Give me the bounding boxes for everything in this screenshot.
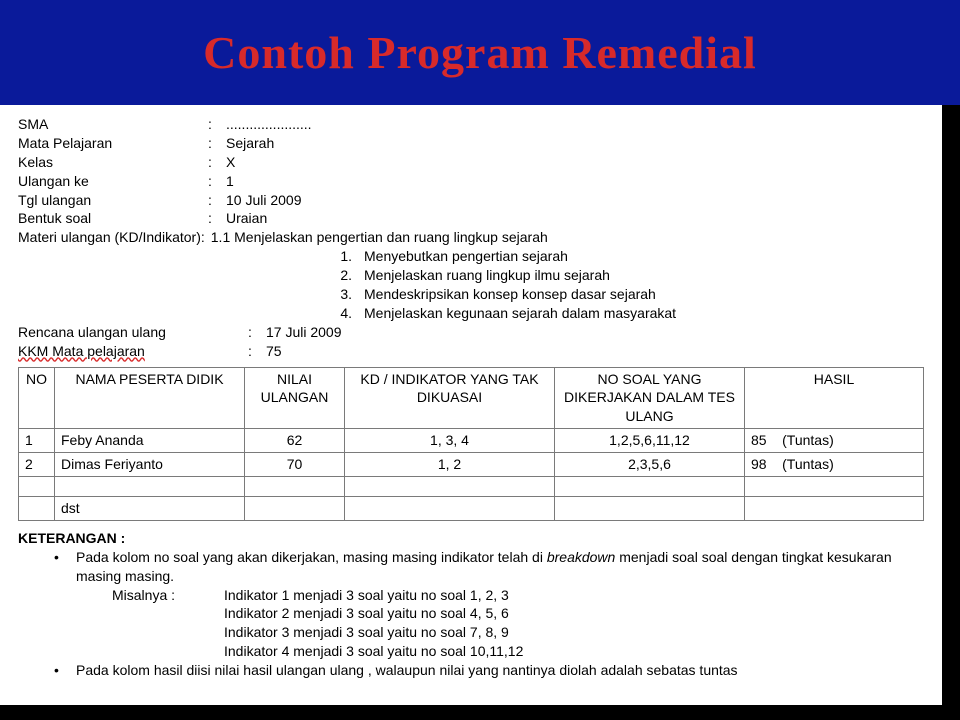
info-label: Mata Pelajaran bbox=[18, 134, 208, 153]
cell-nilai: 62 bbox=[245, 429, 345, 453]
info-row: Bentuk soal : Uraian bbox=[18, 209, 924, 228]
materi-list: 1. Menyebutkan pengertian sejarah 2. Menje… bbox=[326, 247, 924, 323]
list-num: 4. bbox=[326, 304, 352, 323]
info-label: Rencana ulangan ulang bbox=[18, 323, 248, 342]
info-value: ...................... bbox=[226, 115, 924, 134]
document-body: SMA : ...................... Mata Pelaja… bbox=[0, 105, 942, 705]
page-title: Contoh Program Remedial bbox=[203, 26, 757, 79]
keterangan-title: KETERANGAN : bbox=[18, 529, 924, 548]
bullet-text: Pada kolom hasil diisi nilai hasil ulang… bbox=[76, 661, 924, 680]
list-num: 2. bbox=[326, 266, 352, 285]
indikator-line: Indikator 3 menjadi 3 soal yaitu no soal… bbox=[224, 623, 924, 642]
info-row: Rencana ulangan ulang : 17 Juli 2009 bbox=[18, 323, 924, 342]
info-value: Sejarah bbox=[226, 134, 924, 153]
info-value: 1 bbox=[226, 172, 924, 191]
list-item: 3. Mendeskripsikan konsep konsep dasar se… bbox=[326, 285, 924, 304]
title-bar: Contoh Program Remedial bbox=[0, 0, 960, 105]
th-soal: NO SOAL YANG DIKERJAKAN DALAM TES ULANG bbox=[555, 367, 745, 429]
cell-dst: dst bbox=[55, 497, 245, 521]
th-nilai: NILAI ULANGAN bbox=[245, 367, 345, 429]
cell-nama: Feby Ananda bbox=[55, 429, 245, 453]
remedial-table: NO NAMA PESERTA DIDIK NILAI ULANGAN KD /… bbox=[18, 367, 924, 521]
info-value: 17 Juli 2009 bbox=[266, 323, 342, 342]
colon: : bbox=[208, 191, 226, 210]
info-label: Ulangan ke bbox=[18, 172, 208, 191]
list-text: Menyebutkan pengertian sejarah bbox=[364, 247, 568, 266]
cell-no: 1 bbox=[19, 429, 55, 453]
bullet-icon: • bbox=[54, 548, 76, 586]
bullet-item: • Pada kolom hasil diisi nilai hasil ula… bbox=[54, 661, 924, 680]
info-row: Ulangan ke : 1 bbox=[18, 172, 924, 191]
list-item: 4. Menjelaskan kegunaan sejarah dalam mas… bbox=[326, 304, 924, 323]
bullet-icon: • bbox=[54, 661, 76, 680]
cell-kd: 1, 3, 4 bbox=[345, 429, 555, 453]
info-row: Mata Pelajaran : Sejarah bbox=[18, 134, 924, 153]
cell-nilai: 70 bbox=[245, 453, 345, 477]
bullet-pre: Pada kolom hasil diisi nilai hasil ulang… bbox=[76, 662, 738, 678]
cell-soal: 2,3,5,6 bbox=[555, 453, 745, 477]
colon: : bbox=[208, 172, 226, 191]
misal-label: Misalnya : bbox=[112, 586, 224, 605]
colon: : bbox=[248, 342, 266, 361]
misal-row: Misalnya : Indikator 1 menjadi 3 soal ya… bbox=[112, 586, 924, 605]
info-value: 10 Juli 2009 bbox=[226, 191, 924, 210]
table-row-empty bbox=[19, 477, 924, 497]
colon: : bbox=[208, 115, 226, 134]
list-text: Menjelaskan ruang lingkup ilmu sejarah bbox=[364, 266, 610, 285]
table-row: 2 Dimas Feriyanto 70 1, 2 2,3,5,6 98 (Tu… bbox=[19, 453, 924, 477]
info-label: Bentuk soal bbox=[18, 209, 208, 228]
th-hasil: HASIL bbox=[745, 367, 924, 429]
colon: : bbox=[208, 134, 226, 153]
list-num: 3. bbox=[326, 285, 352, 304]
materi-label: Materi ulangan (KD/Indikator): bbox=[18, 228, 205, 247]
bullet-pre: Pada kolom no soal yang akan dikerjakan,… bbox=[76, 549, 547, 565]
info-value: 75 bbox=[266, 342, 282, 361]
list-text: Menjelaskan kegunaan sejarah dalam masya… bbox=[364, 304, 676, 323]
info-row: Kelas : X bbox=[18, 153, 924, 172]
bullet-text: Pada kolom no soal yang akan dikerjakan,… bbox=[76, 548, 924, 586]
list-item: 1. Menyebutkan pengertian sejarah bbox=[326, 247, 924, 266]
list-text: Mendeskripsikan konsep konsep dasar seja… bbox=[364, 285, 656, 304]
th-no: NO bbox=[19, 367, 55, 429]
info-row: Tgl ulangan : 10 Juli 2009 bbox=[18, 191, 924, 210]
info-value: X bbox=[226, 153, 924, 172]
list-item: 2. Menjelaskan ruang lingkup ilmu sejarah bbox=[326, 266, 924, 285]
info-value: Uraian bbox=[226, 209, 924, 228]
th-nama: NAMA PESERTA DIDIK bbox=[55, 367, 245, 429]
colon: : bbox=[208, 153, 226, 172]
cell-nama: Dimas Feriyanto bbox=[55, 453, 245, 477]
cell-hasil: 98 (Tuntas) bbox=[745, 453, 924, 477]
bullet-item: • Pada kolom no soal yang akan dikerjaka… bbox=[54, 548, 924, 586]
table-header-row: NO NAMA PESERTA DIDIK NILAI ULANGAN KD /… bbox=[19, 367, 924, 429]
info-block: SMA : ...................... Mata Pelaja… bbox=[18, 115, 924, 361]
info-label: Kelas bbox=[18, 153, 208, 172]
cell-kd: 1, 2 bbox=[345, 453, 555, 477]
materi-head: 1.1 Menjelaskan pengertian dan ruang lin… bbox=[211, 228, 548, 247]
info-row: SMA : ...................... bbox=[18, 115, 924, 134]
cell-no: 2 bbox=[19, 453, 55, 477]
materi-head-row: Materi ulangan (KD/Indikator): 1.1 Menje… bbox=[18, 228, 924, 247]
colon: : bbox=[208, 209, 226, 228]
info-label: KKM Mata pelajaran bbox=[18, 342, 248, 361]
misal-first: Indikator 1 menjadi 3 soal yaitu no soal… bbox=[224, 586, 509, 605]
indikator-line: Indikator 2 menjadi 3 soal yaitu no soal… bbox=[224, 604, 924, 623]
info-row: KKM Mata pelajaran : 75 bbox=[18, 342, 924, 361]
table-row-dst: dst bbox=[19, 497, 924, 521]
indikator-line: Indikator 4 menjadi 3 soal yaitu no soal… bbox=[224, 642, 924, 661]
list-num: 1. bbox=[326, 247, 352, 266]
colon: : bbox=[248, 323, 266, 342]
bullet-italic: breakdown bbox=[547, 549, 616, 565]
table-row: 1 Feby Ananda 62 1, 3, 4 1,2,5,6,11,12 8… bbox=[19, 429, 924, 453]
th-kd: KD / INDIKATOR YANG TAK DIKUASAI bbox=[345, 367, 555, 429]
info-label: SMA bbox=[18, 115, 208, 134]
cell-hasil: 85 (Tuntas) bbox=[745, 429, 924, 453]
cell-soal: 1,2,5,6,11,12 bbox=[555, 429, 745, 453]
info-label: Tgl ulangan bbox=[18, 191, 208, 210]
